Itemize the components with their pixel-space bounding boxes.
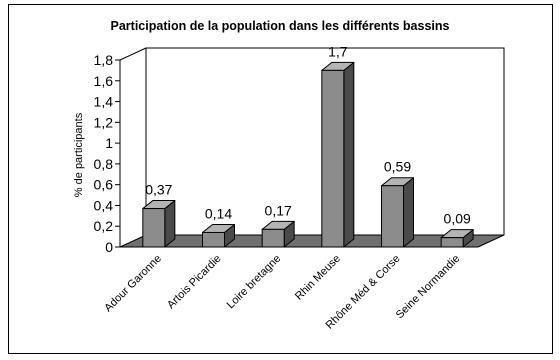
y-tick-label: 0,6 (94, 177, 114, 193)
y-tick-label: 1,8 (94, 52, 114, 68)
bar-front (381, 185, 404, 248)
bar-front (321, 69, 345, 248)
x-tick-label: Adour Garonne (102, 253, 164, 315)
y-tick-label: 0 (105, 239, 113, 255)
bar (440, 229, 474, 248)
data-label: 1,7 (328, 43, 348, 59)
bar (321, 61, 355, 248)
bar-side (343, 61, 355, 248)
y-tick-label: 1,4 (94, 94, 114, 110)
bar (202, 223, 235, 248)
y-axis-title: % de participants (73, 112, 85, 197)
x-tick-label: Rhin Meuse (293, 253, 343, 303)
y-tick-label: 0,4 (94, 197, 114, 213)
data-label: 0,14 (205, 205, 232, 221)
bar-front (440, 237, 464, 248)
back-wall (145, 47, 505, 235)
bar (381, 177, 414, 248)
chart-title: Participation de la population dans les … (111, 19, 450, 33)
y-tick-label: 1,6 (94, 73, 114, 89)
bar-front (142, 208, 166, 248)
y-tick-label: 0,8 (94, 156, 114, 172)
side-wall-edge (119, 47, 147, 61)
y-tick-label: 0,2 (94, 218, 114, 234)
y-tick-label: 1,2 (94, 114, 114, 130)
data-label: 0,17 (265, 202, 292, 218)
x-tick-label: Artois Picardie (165, 253, 224, 312)
data-label: 0,59 (384, 159, 411, 175)
bar-front (202, 231, 225, 248)
chart-frame (8, 4, 553, 354)
bar-side (403, 177, 414, 248)
bars (142, 61, 474, 248)
x-tick-label: Loire bretagne (225, 253, 284, 312)
bar-front (261, 228, 285, 248)
bar (261, 220, 295, 248)
bar (142, 200, 176, 248)
y-tick-label: 1 (105, 135, 113, 151)
data-label: 0,37 (145, 182, 172, 198)
labels: 0,37 Adour Garonne 0,14 Artois Picardie 0,17… (102, 43, 471, 331)
data-label: 0,09 (444, 211, 471, 227)
x-tick-label: Seine Normandie (394, 253, 463, 322)
